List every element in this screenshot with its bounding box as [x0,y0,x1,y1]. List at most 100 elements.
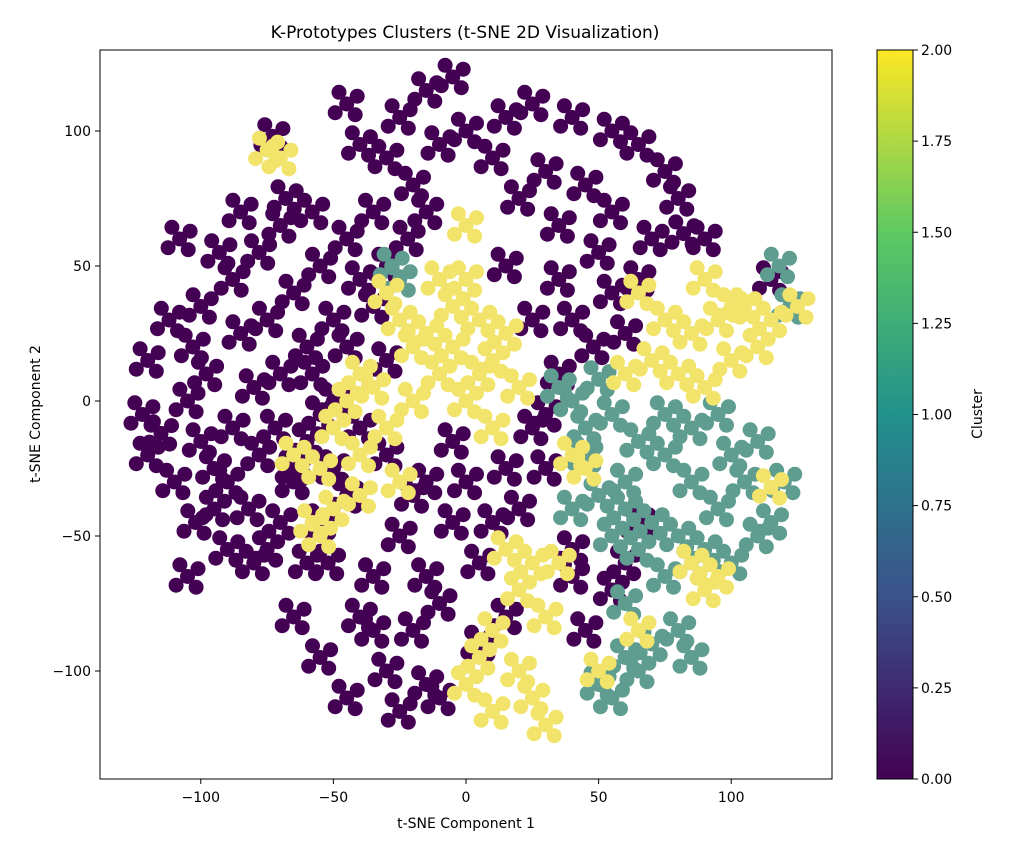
cluster-0-point [433,523,449,539]
cluster-1-point [646,577,661,593]
cluster-2-point [719,323,734,339]
x-tick-label: 0 [462,790,471,806]
cluster-0-point [349,682,365,698]
cluster-0-point [498,461,514,476]
cluster-0-point [278,597,294,613]
cluster-0-point [376,615,392,631]
cluster-0-point [604,285,620,301]
cluster-0-point [378,150,394,166]
cluster-0-point [414,498,429,514]
cluster-1-point [683,650,699,665]
cluster-2-point [314,429,330,445]
cluster-0-point [190,561,206,577]
cluster-0-point [539,280,555,296]
cluster-0-point [265,503,281,519]
cluster-1-point [758,539,774,555]
cluster-0-point [240,253,256,269]
cluster-0-point [522,493,537,509]
cluster-2-point [485,704,500,719]
cluster-1-point [610,462,625,478]
cluster-0-point [200,253,216,269]
cluster-2-point [467,228,483,244]
cluster-0-point [592,213,608,229]
cluster-0-point [424,125,440,141]
cluster-0-point [196,525,212,541]
cluster-0-point [380,712,396,728]
cluster-0-point [261,523,277,539]
cluster-0-point [445,69,461,85]
cluster-0-point [508,250,524,266]
cluster-0-point [286,285,302,301]
cluster-0-point [596,111,612,127]
cluster-0-point [246,555,262,571]
cluster-2-point [473,712,489,728]
cluster-1-point [725,483,741,499]
cluster-1-point [539,388,555,404]
cluster-1-point [760,267,775,283]
cluster-0-point [538,164,554,179]
cluster-1-point [649,395,665,411]
cluster-2-point [336,412,352,428]
cluster-2-point [641,615,657,631]
cluster-2-point [772,323,788,339]
cluster-2-point [750,339,766,355]
cluster-0-point [283,507,299,523]
cluster-1-point [787,466,803,482]
cluster-1-point [617,501,633,517]
cluster-0-point [670,191,686,206]
cluster-0-point [211,245,227,260]
cluster-0-point [358,557,373,573]
cluster-0-point [524,96,540,112]
cluster-1-point [579,685,595,701]
cluster-0-point [392,219,408,235]
cluster-2-point [405,393,421,409]
cluster-2-point [790,299,805,314]
cluster-0-point [265,354,281,370]
cluster-0-point [203,426,219,442]
cluster-2-point [548,709,564,725]
cluster-2-point [294,458,310,474]
cluster-0-point [543,354,559,370]
cluster-1-point [742,516,758,532]
cluster-2-point [498,542,514,557]
cluster-0-point [405,177,421,193]
cluster-0-point [371,651,387,667]
cluster-0-point [455,426,471,442]
cluster-0-point [354,307,370,323]
cluster-0-point [394,186,409,202]
cluster-0-point [321,269,337,285]
cluster-1-point [583,360,599,376]
cluster-0-point [352,137,368,152]
cluster-0-point [517,84,533,100]
cluster-0-point [241,215,257,231]
cluster-2-point [699,577,714,593]
cluster-0-point [164,219,180,235]
cluster-0-point [407,91,423,107]
cluster-1-point [657,447,673,463]
cluster-0-point [433,442,449,458]
cluster-0-point [256,547,272,563]
cluster-0-point [570,611,586,627]
cluster-2-point [702,557,718,573]
cluster-2-point [344,476,360,492]
cluster-2-point [500,388,516,404]
cluster-2-point [732,363,748,379]
cluster-2-point [705,390,721,406]
cluster-1-point [553,510,569,526]
cluster-0-point [193,434,209,449]
cluster-2-point [676,543,692,559]
cluster-0-point [234,564,250,580]
cluster-0-point [195,331,211,347]
cluster-0-point [535,412,551,428]
colorbar-label: Cluster [970,389,986,439]
cluster-1-point [591,488,607,503]
cluster-2-point [361,498,376,514]
cluster-2-point [683,326,699,341]
cluster-0-point [574,348,590,364]
cluster-1-point [729,462,745,478]
cluster-1-point [663,611,678,627]
cluster-0-point [664,234,680,250]
cluster-0-point [486,118,502,134]
cluster-2-point [697,380,713,395]
cluster-2-point [659,375,675,391]
